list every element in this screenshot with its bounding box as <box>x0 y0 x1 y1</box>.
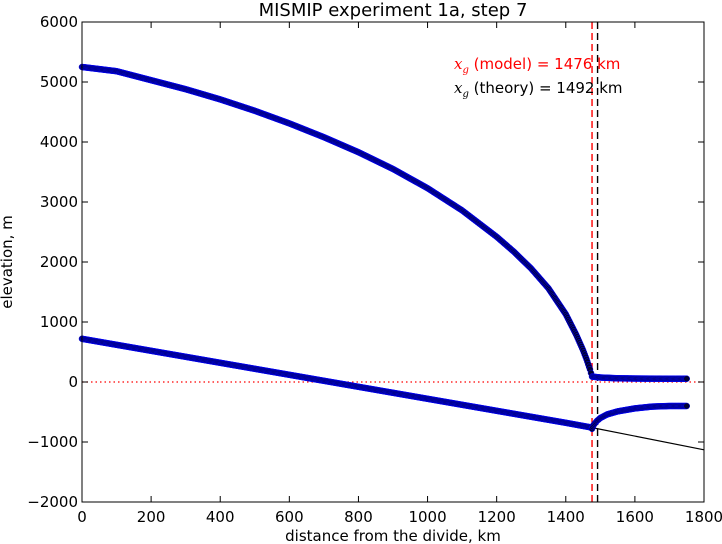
annotation-model: xg (model) = 1476 km <box>454 55 620 76</box>
x-tick-label: 400 <box>206 508 235 526</box>
x-tick-label: 1800 <box>685 508 722 526</box>
x-tick-label: 0 <box>77 508 87 526</box>
data-point <box>683 375 690 382</box>
y-tick-label: 3000 <box>40 193 78 211</box>
x-tick-label: 600 <box>275 508 304 526</box>
chart-title: MISMIP experiment 1a, step 7 <box>259 0 528 21</box>
x-tick-label: 800 <box>344 508 373 526</box>
y-tick-label: 5000 <box>40 73 78 91</box>
y-axis-label: elevation, m <box>0 215 16 309</box>
y-tick-label: 0 <box>68 373 78 391</box>
bed-extension-line <box>591 427 705 451</box>
x-tick-label: 1400 <box>547 508 585 526</box>
x-tick-label: 1000 <box>408 508 446 526</box>
plot-area <box>78 22 705 502</box>
legend-annotations: xg (model) = 1476 km xg (theory) = 1492 k… <box>454 55 623 100</box>
y-tick-label: 2000 <box>40 253 78 271</box>
x-tick-label: 1200 <box>478 508 516 526</box>
series-ice-shelf-base <box>588 402 690 433</box>
y-tick-label: 6000 <box>40 13 78 31</box>
x-axis-label: distance from the divide, km <box>285 527 501 544</box>
y-tick-label: 1000 <box>40 313 78 331</box>
y-tick-label: −2000 <box>27 493 78 511</box>
series-surface <box>78 63 690 382</box>
y-tick-label: −1000 <box>27 433 78 451</box>
x-tick-label: 1600 <box>616 508 654 526</box>
data-point <box>683 402 690 410</box>
y-axis: −2000 −1000 0 1000 2000 3000 4000 5000 6000 <box>27 13 704 511</box>
annotation-theory: xg (theory) = 1492 km <box>454 79 623 100</box>
x-tick-label: 200 <box>137 508 166 526</box>
x-axis: 0 200 400 600 800 1000 1200 1400 1600 1800 <box>77 22 722 526</box>
series-bed <box>78 335 596 431</box>
y-tick-label: 4000 <box>40 133 78 151</box>
